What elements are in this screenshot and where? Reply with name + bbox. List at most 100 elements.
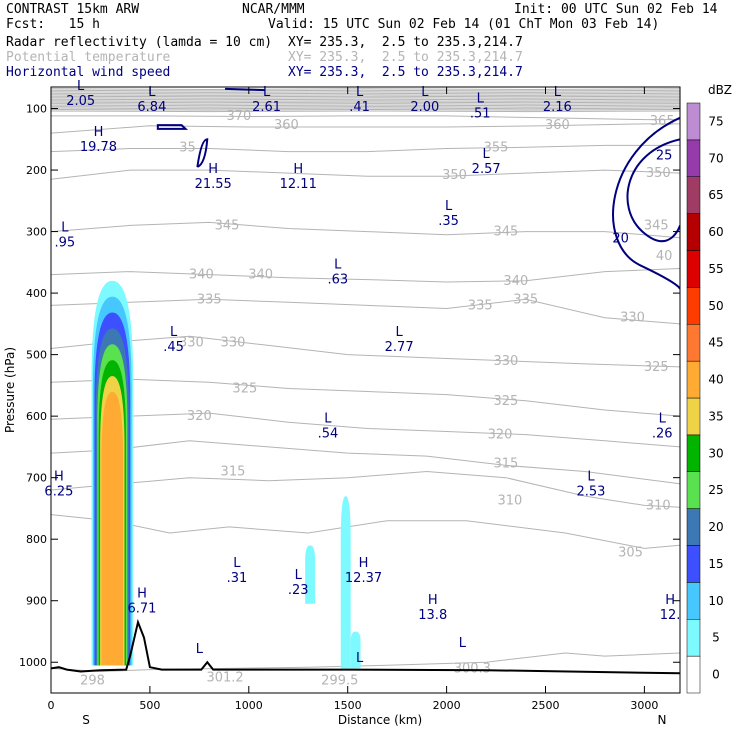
colorbar-swatch [686,213,701,251]
theta-label: 350 [442,168,467,183]
theta-contour-line [51,412,680,448]
extremum-value: 2.00 [410,100,439,115]
field-name-reflectivity: Radar reflectivity (lamda = 10 cm) [6,35,273,50]
extremum-value: .23 [288,583,309,598]
theta-contour-line [51,169,680,180]
extremum-letter: L [445,199,453,214]
theta-label: 325 [494,394,519,409]
wind-extrema-labels: L2.05L6.84L2.61L.41L2.00L.51L2.16H19.78H… [44,79,680,666]
theta-contour-line [51,378,680,417]
endpoint-south: S [82,713,90,727]
theta-contour-line [51,107,680,110]
colorbar-level: 5 [712,631,720,645]
colorbar-swatch [686,360,701,399]
theta-label: 360 [545,118,570,133]
theta-label: 345 [215,218,240,233]
field-name-wind: Horizontal wind speed [6,65,171,80]
theta-label: 325 [644,360,669,375]
theta-label: 340 [189,268,214,283]
extremum-value: .45 [163,340,184,355]
extremum-value: 6.25 [44,485,73,500]
theta-label: 320 [488,428,513,443]
colorbar-unit: dBZ [708,83,732,97]
theta-label: 335 [468,298,493,313]
extremum-letter: L [554,85,562,100]
extremum-letter: L [196,642,204,657]
extremum-letter: L [263,85,271,100]
extremum-letter: L [477,91,485,106]
theta-label: 305 [618,546,643,561]
x-tick-label: 2000 [433,699,461,712]
theta-contour-line [51,108,680,111]
y-axis-label: Pressure (hPa) [3,347,17,433]
extremum-letter: L [396,325,404,340]
theta-label: 330 [221,335,246,350]
theta-label: 340 [248,268,273,283]
theta-label: 298 [80,674,105,689]
extremum-letter: H [54,470,64,485]
extremum-value: 12.37 [345,571,382,586]
extremum-value: .51 [470,106,491,121]
theta-contour-line [51,103,680,105]
colorbar-swatch [686,655,701,694]
x-tick-label: 0 [48,699,55,712]
axes: 0 500 1000 1500 2000 2500 3000 100 200 300 400 500 6… [19,87,680,712]
field-xy-reflectivity: XY= 235.3, 2.5 to 235.3,214.7 [288,35,523,50]
theta-contour-line [51,94,680,96]
field-xy-theta: XY= 235.3, 2.5 to 235.3,214.7 [288,50,523,65]
y-tick-label: 800 [26,533,47,546]
y-tick-label: 500 [26,349,47,362]
extremum-letter: L [356,651,364,666]
reflectivity-band [350,631,361,669]
extremum-value: 2.16 [543,100,572,115]
theta-label: 360 [274,118,299,133]
theta-contour-line [51,100,680,102]
extremum-letter: H [428,593,438,608]
colorbar-swatch [686,545,701,583]
theta-label: 310 [497,493,522,508]
colorbar-level: 65 [708,188,723,202]
colorbar-swatch [686,508,701,546]
colorbar: 0 5 10 15 20 25 30 35 40 45 50 55 60 65 70 75 [686,102,724,694]
colorbar-swatch [686,324,701,362]
theta-contour-line [51,335,680,368]
theta-label: 330 [179,335,204,350]
y-tick-label: 900 [26,595,47,608]
y-tick-label: 1000 [19,656,47,669]
extremum-letter: H [293,162,303,177]
model-title: CONTRAST 15km ARW [6,2,140,17]
extremum-letter: L [483,147,491,162]
extremum-value: 19.78 [80,140,117,155]
terrain-line [51,618,680,675]
extremum-value: 2.57 [472,162,501,177]
extremum-value: 2.77 [385,340,414,355]
wind-contour-small [225,87,265,92]
theta-contour-line [51,298,680,325]
colorbar-level: 20 [708,520,723,534]
theta-label: 335 [513,292,538,307]
forecast-hour: Fcst: 15 h [6,17,100,32]
wind-contour-20 [612,116,680,291]
extremum-value: 13.8 [418,608,447,623]
extremum-value: .54 [318,426,339,441]
extremum-value: 6.71 [128,602,157,617]
x-tick-label: 2500 [531,699,559,712]
extremum-letter: H [208,162,218,177]
colorbar-level: 10 [708,594,723,608]
reflectivity-band [305,545,316,604]
reflectivity-shading [91,280,361,669]
extremum-value: 2.05 [66,94,95,109]
extremum-letter: H [665,593,675,608]
extremum-letter: L [587,470,595,485]
theta-contour-line [51,91,680,93]
colorbar-swatch [686,582,701,620]
theta-label: 300.3 [454,661,491,676]
extremum-value: .63 [327,272,348,287]
extremum-letter: H [137,587,147,602]
x-axis-label: Distance (km) [338,713,422,727]
extremum-value: .26 [652,426,673,441]
theta-label: 345 [494,225,519,240]
y-tick-label: 100 [26,103,47,116]
wind-contour-small [196,138,209,168]
